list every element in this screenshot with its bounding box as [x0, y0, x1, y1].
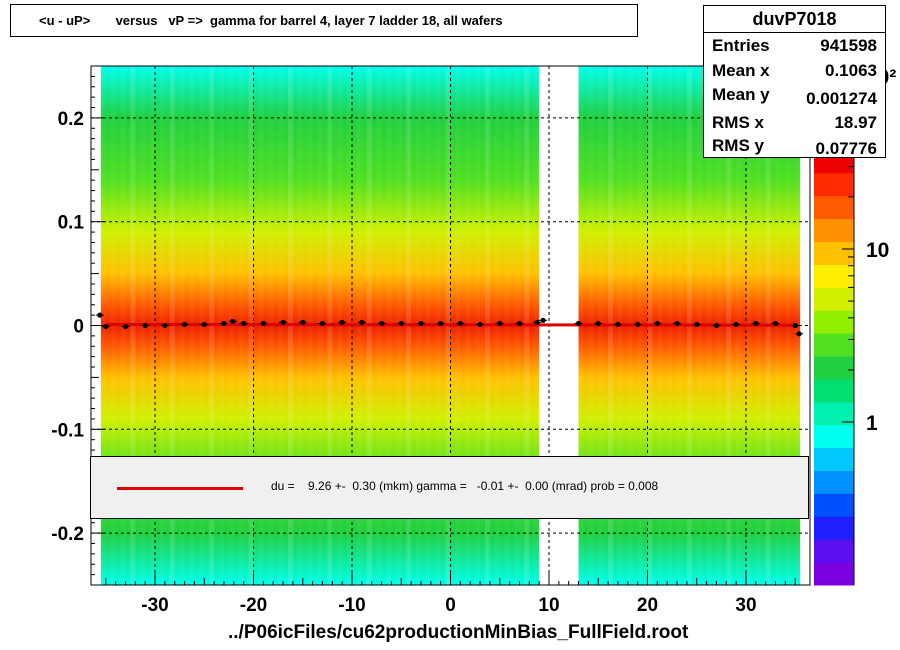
palette-swatch	[814, 333, 854, 357]
profile-point	[796, 331, 802, 337]
profile-point	[497, 320, 503, 327]
profile-point	[615, 321, 621, 328]
profile-point	[674, 320, 680, 327]
palette-swatch	[814, 516, 854, 540]
palette-swatch	[814, 172, 854, 197]
profile-point	[378, 320, 385, 327]
palette-swatch	[814, 562, 854, 586]
stats-row-rms-y: RMS y 0.07776	[712, 136, 877, 160]
profile-point	[418, 320, 424, 327]
palette-swatch	[814, 424, 854, 449]
profile-point	[534, 319, 540, 325]
palette-label: 1	[866, 412, 878, 435]
stats-label: Mean x	[712, 61, 770, 80]
profile-point	[221, 320, 227, 327]
fit-legend-line	[117, 487, 243, 490]
profile-points	[95, 312, 804, 337]
profile-point	[477, 321, 483, 328]
profile-point	[713, 322, 720, 329]
profile-point	[438, 320, 444, 327]
profile-point	[654, 320, 660, 327]
stats-row-mean-y: Mean y 0.001274	[712, 85, 877, 109]
palette-label: 10	[866, 239, 889, 262]
stats-label: Mean y	[712, 85, 770, 104]
palette-swatch	[814, 493, 854, 517]
profile-point	[540, 317, 546, 323]
profile-point	[753, 320, 759, 327]
profile-point	[162, 322, 168, 329]
profile-point	[260, 320, 266, 327]
stats-row-entries: Entries 941598	[712, 36, 877, 60]
stats-value: 0.1063	[825, 61, 877, 80]
palette-swatch	[814, 378, 854, 403]
y-tick-label: -0.2	[51, 524, 84, 545]
x-tick-label: 30	[735, 595, 756, 616]
profile-point	[772, 320, 779, 327]
y-tick-label: 0.2	[58, 109, 84, 130]
stats-value: 941598	[820, 36, 877, 55]
profile-point	[575, 320, 582, 327]
y-tick-label: -0.1	[51, 420, 84, 441]
x-tick-label: -20	[240, 595, 267, 616]
profile-point	[280, 319, 286, 325]
y-tick-label: 0	[73, 317, 84, 338]
profile-point	[230, 318, 236, 324]
fit-legend: du = 9.26 +- 0.30 (mkm) gamma = -0.01 +-…	[90, 456, 809, 519]
profile-point	[122, 323, 129, 330]
palette-swatch	[814, 264, 854, 288]
stats-box: duvP7018 Entries 941598 Mean x 0.1063 Me…	[703, 5, 886, 158]
stats-row-mean-x: Mean x 0.1063	[712, 61, 877, 85]
profile-point	[516, 320, 523, 327]
x-tick-label: -10	[338, 595, 365, 616]
profile-point	[694, 321, 700, 328]
palette-swatch	[814, 470, 854, 494]
profile-point	[142, 322, 148, 329]
profile-point	[359, 319, 365, 325]
x-tick-label: 20	[637, 595, 658, 616]
stats-title: duvP7018	[704, 6, 885, 33]
stats-row-rms-x: RMS x 18.97	[712, 113, 877, 137]
x-tick-label: -30	[141, 595, 168, 616]
profile-point	[792, 322, 798, 329]
profile-point	[300, 319, 306, 325]
palette-swatch	[814, 195, 854, 220]
chart-title: <u - uP> versus vP => gamma for barrel 4…	[10, 4, 638, 37]
profile-point	[319, 320, 326, 327]
stats-value: 0.001274	[806, 89, 877, 108]
profile-point	[733, 321, 739, 328]
stats-label: RMS y	[712, 136, 764, 155]
fit-legend-text: du = 9.26 +- 0.30 (mkm) gamma = -0.01 +-…	[271, 479, 659, 493]
stats-label: Entries	[712, 36, 770, 55]
fit-line	[105, 322, 796, 327]
x-tick-label: 10	[538, 595, 559, 616]
profile-point	[339, 319, 345, 325]
profile-point	[595, 320, 601, 327]
profile-point	[398, 320, 404, 327]
palette-swatch	[814, 287, 854, 311]
y-tick-label: 0.1	[58, 213, 85, 234]
palette-swatch	[814, 447, 854, 472]
profile-point	[103, 323, 109, 330]
palette-swatch	[814, 310, 854, 334]
profile-point	[635, 321, 641, 328]
palette-swatch	[814, 356, 854, 380]
stats-label: RMS x	[712, 113, 764, 132]
profile-point	[241, 320, 247, 327]
stats-value: 0.07776	[815, 139, 877, 158]
profile-point	[97, 312, 103, 318]
palette-swatch	[814, 401, 854, 426]
profile-point	[201, 321, 207, 328]
palette-swatch	[814, 241, 854, 265]
palette-swatch	[814, 539, 854, 563]
profile-point	[181, 321, 188, 328]
axes: -30 -20 -10 0 10 20 30 -0.2 -0.1 0 0.1 0.2	[51, 65, 796, 616]
x-axis-title: ../P06icFiles/cu62productionMinBias_Full…	[228, 622, 689, 643]
profile-point	[457, 320, 463, 327]
x-tick-label: 0	[445, 595, 456, 616]
stats-value: 18.97	[834, 113, 877, 132]
palette-swatch	[814, 218, 854, 243]
